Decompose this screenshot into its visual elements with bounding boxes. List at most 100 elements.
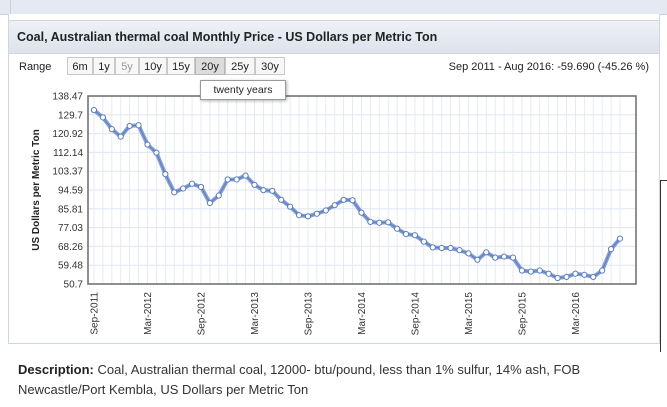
data-point[interactable]	[465, 250, 472, 257]
x-tick-label: Mar-2012	[143, 292, 154, 335]
data-point[interactable]	[295, 212, 303, 219]
data-point[interactable]	[322, 207, 329, 214]
data-point[interactable]	[483, 249, 490, 256]
x-tick-label: Mar-2016	[571, 292, 582, 335]
data-point[interactable]	[536, 267, 543, 274]
x-tick-label: Sep-2013	[303, 292, 314, 336]
data-point[interactable]	[233, 176, 240, 183]
range-10y-button[interactable]: 10y	[139, 57, 167, 75]
data-point[interactable]	[420, 238, 427, 245]
data-point[interactable]	[251, 181, 258, 188]
data-point[interactable]	[474, 256, 481, 263]
data-point[interactable]	[376, 219, 383, 226]
data-point[interactable]	[242, 172, 249, 179]
data-point[interactable]	[438, 244, 445, 252]
data-point[interactable]	[501, 253, 508, 260]
description-text: Coal, Australian thermal coal, 12000- bt…	[18, 362, 581, 397]
range-15y-button[interactable]: 15y	[167, 57, 195, 75]
data-point[interactable]	[144, 141, 151, 148]
data-point[interactable]	[349, 197, 356, 204]
data-point[interactable]	[340, 196, 347, 203]
data-point[interactable]	[153, 149, 160, 156]
data-point[interactable]	[126, 122, 133, 130]
range-tooltip: twenty years	[200, 80, 286, 100]
gridlines	[88, 95, 636, 285]
y-tick-label: 103.37	[52, 167, 83, 178]
data-point[interactable]	[215, 192, 222, 199]
range-6m-button[interactable]: 6m	[67, 57, 93, 75]
y-axis-ticks: 138.47 129.7 120.92 112.14 103.37 94.59 85.81 7…	[52, 92, 83, 291]
data-point[interactable]	[429, 244, 436, 251]
data-point[interactable]	[278, 196, 285, 203]
y-tick-label: 59.48	[58, 261, 83, 272]
y-axis-title: US Dollars per Metric Ton	[31, 129, 42, 251]
range-25y-button[interactable]: 25y	[225, 57, 255, 75]
x-tick-label: Mar-2015	[464, 292, 475, 335]
data-point[interactable]	[313, 210, 320, 217]
x-axis-ticks: Sep-2011 Mar-2012 Sep-2012 Mar-2013 Sep-2013…	[90, 292, 582, 336]
data-point[interactable]	[492, 254, 499, 261]
data-point[interactable]	[456, 247, 463, 254]
data-point[interactable]	[287, 203, 294, 210]
data-point[interactable]	[188, 180, 196, 187]
data-point[interactable]	[135, 122, 142, 129]
data-point[interactable]	[590, 273, 597, 281]
data-point[interactable]	[206, 199, 213, 207]
top-strip	[0, 0, 667, 15]
data-point[interactable]	[545, 270, 552, 277]
range-30y-button[interactable]: 30y	[255, 57, 285, 75]
data-point[interactable]	[402, 230, 410, 238]
data-point[interactable]	[554, 274, 561, 282]
data-point[interactable]	[581, 271, 588, 278]
data-point[interactable]	[563, 273, 570, 281]
data-point[interactable]	[607, 245, 615, 253]
data-point[interactable]	[269, 187, 276, 194]
data-point[interactable]	[162, 171, 169, 178]
data-point[interactable]	[447, 244, 454, 252]
x-tick-label: Sep-2014	[410, 292, 421, 336]
range-5y-button[interactable]: 5y	[115, 57, 139, 75]
y-tick-label: 94.59	[58, 186, 83, 197]
data-point[interactable]	[171, 189, 178, 196]
plot-border	[87, 95, 637, 285]
y-tick-label: 129.7	[58, 110, 83, 121]
data-point[interactable]	[509, 254, 517, 261]
range-20y-button[interactable]: 20y	[195, 57, 225, 75]
data-point[interactable]	[518, 267, 526, 274]
data-point[interactable]	[331, 202, 338, 209]
data-point[interactable]	[411, 232, 419, 239]
data-point[interactable]	[117, 133, 124, 140]
data-point[interactable]	[197, 183, 205, 191]
data-point[interactable]	[527, 268, 534, 275]
data-point[interactable]	[304, 213, 312, 220]
data-point[interactable]	[616, 235, 624, 242]
range-label: Range	[19, 61, 52, 73]
data-point[interactable]	[385, 219, 392, 226]
y-tick-label: 112.14	[53, 148, 83, 159]
data-point[interactable]	[572, 270, 579, 277]
data-point[interactable]	[358, 209, 365, 216]
top-strip-divider	[10, 0, 11, 14]
description: Description: Coal, Australian thermal co…	[18, 360, 648, 400]
data-point[interactable]	[394, 225, 401, 232]
x-tick-label: Sep-2012	[196, 292, 207, 336]
y-tick-label: 120.92	[52, 129, 83, 140]
data-point[interactable]	[599, 267, 606, 274]
x-tick-label: Mar-2014	[357, 292, 368, 335]
y-tick-label: 138.47	[52, 92, 83, 103]
y-tick-label: 68.26	[58, 242, 83, 253]
price-series	[90, 106, 624, 282]
data-point[interactable]	[108, 126, 115, 133]
data-point[interactable]	[180, 185, 187, 192]
chart-panel: Coal, Australian thermal coal Monthly Pr…	[8, 14, 660, 344]
x-tick-label: Mar-2013	[250, 292, 261, 335]
x-tick-label: Sep-2011	[90, 292, 101, 335]
data-point[interactable]	[90, 106, 98, 114]
adjacent-edge-tick	[661, 180, 667, 181]
range-1y-button[interactable]: 1y	[93, 57, 115, 75]
data-point[interactable]	[224, 176, 231, 183]
y-tick-label: 85.81	[58, 204, 83, 215]
data-point[interactable]	[260, 187, 267, 194]
data-point[interactable]	[367, 218, 374, 225]
data-point[interactable]	[99, 114, 107, 121]
